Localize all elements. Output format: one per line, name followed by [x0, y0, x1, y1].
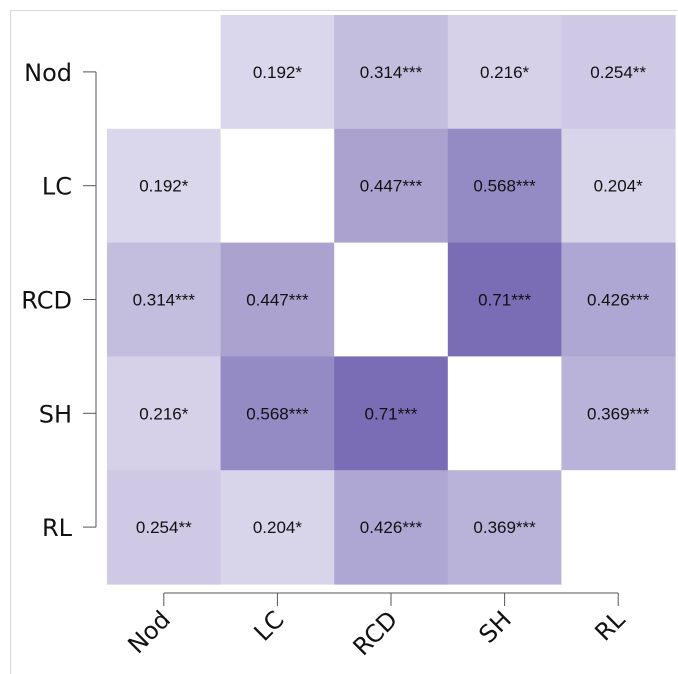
cell-label: 0.192* [139, 177, 189, 196]
cell-label: 0.314*** [133, 291, 196, 310]
cell-label: 0.426*** [587, 291, 650, 310]
x-tick-label: RCD [348, 605, 404, 661]
cell-label: 0.216* [139, 404, 189, 423]
heatmap-cell [561, 15, 676, 130]
cell-label: 0.568*** [473, 177, 536, 196]
heatmap-cell [334, 356, 449, 471]
cell-label: 0.447*** [246, 291, 309, 310]
y-tick-label: SH [39, 400, 72, 428]
heatmap-cell [107, 128, 222, 244]
y-tick-label: RCD [21, 287, 72, 315]
heatmap-cell [447, 356, 562, 471]
cell-label: 0.369*** [587, 404, 650, 423]
y-tick-label: LC [42, 173, 72, 201]
heatmap-cell [107, 15, 222, 130]
heatmap-cell [561, 242, 676, 357]
heatmap-cell [561, 128, 676, 244]
heatmap-cell [220, 356, 335, 471]
cell-label: 0.254** [590, 63, 646, 82]
heatmap-cell [447, 242, 562, 357]
cell-label: 0.447*** [360, 177, 423, 196]
cell-label: 0.204* [594, 177, 644, 196]
heatmap-cell [220, 128, 335, 244]
heatmap-cell [107, 470, 222, 585]
heatmap-cell [220, 242, 335, 357]
heatmap-cell [334, 470, 449, 585]
cell-label: 0.204* [253, 518, 303, 537]
heatmap-cell [447, 128, 562, 244]
heatmap-cell [220, 15, 335, 130]
cell-label: 0.314*** [360, 63, 423, 82]
heatmap-cells: 0.192* 0.314*** 0.216* 0.254** 0.192* 0.447**… [107, 15, 676, 585]
cell-label: 0.216* [480, 63, 530, 82]
heatmap-cell [107, 356, 222, 471]
x-tick-label: Nod [122, 605, 176, 659]
x-tick-label: RL [589, 605, 630, 646]
heatmap-cell [447, 15, 562, 130]
heatmap-cell [334, 242, 449, 357]
y-tick-label: RL [42, 514, 73, 542]
cell-label: 0.71*** [478, 291, 531, 310]
heatmap-cell [107, 242, 222, 357]
heatmap-cell [447, 470, 562, 585]
cell-label: 0.254** [136, 518, 192, 537]
cell-label: 0.192* [253, 63, 303, 82]
cell-label: 0.71*** [365, 404, 418, 423]
heatmap-cell [220, 470, 335, 585]
cell-label: 0.568*** [246, 404, 309, 423]
x-tick-label: SH [474, 605, 517, 648]
heatmap-cell [334, 15, 449, 130]
cell-label: 0.426*** [360, 518, 423, 537]
x-tick-label: LC [249, 605, 290, 646]
heatmap-cell [561, 470, 676, 585]
heatmap-cell [334, 128, 449, 244]
chart-frame [10, 10, 678, 674]
cell-label: 0.369*** [473, 518, 536, 537]
heatmap-cell [561, 356, 676, 471]
y-tick-label: Nod [24, 59, 72, 87]
